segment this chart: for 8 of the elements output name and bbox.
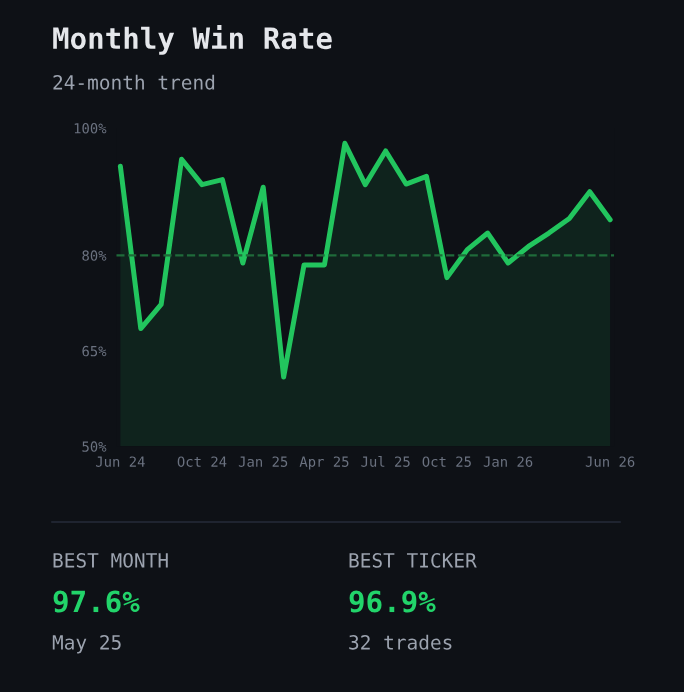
text: BEST TICKER [349, 552, 477, 568]
text: 32 trades [349, 634, 452, 650]
chart-subtitle: 24-month trend [53, 74, 215, 90]
text: 96.9% [349, 590, 436, 613]
chart-title: Monthly Win Rate [53, 25, 332, 55]
text: May 25 [52, 634, 121, 654]
text: 97.6% [53, 590, 140, 613]
text: BEST MONTH [53, 552, 168, 568]
